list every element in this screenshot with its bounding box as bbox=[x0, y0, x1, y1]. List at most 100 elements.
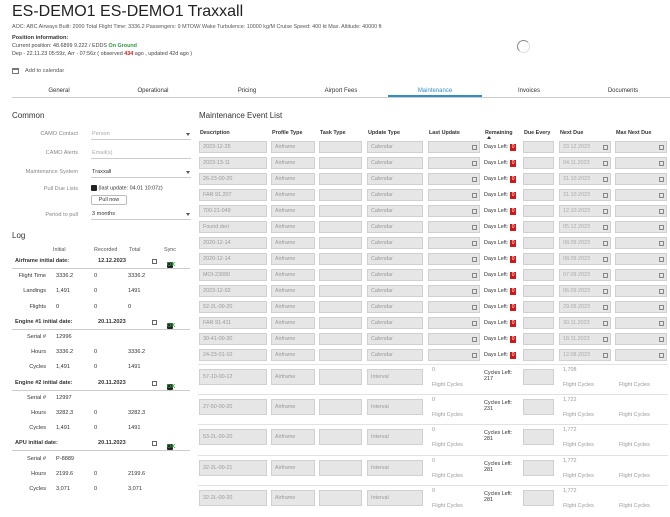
calendar-icon[interactable] bbox=[659, 321, 664, 326]
calendar-icon[interactable] bbox=[603, 257, 608, 262]
mel-last-update-input[interactable] bbox=[428, 237, 480, 249]
calendar-icon[interactable] bbox=[472, 257, 477, 262]
log-initial-value[interactable]: 3,071 bbox=[56, 486, 70, 492]
mel-col-due-every[interactable]: Due Every bbox=[524, 130, 551, 136]
mel-due-every[interactable] bbox=[523, 369, 554, 385]
calendar-icon[interactable] bbox=[603, 337, 608, 342]
mel-col-max-next-due[interactable]: Max Next Due bbox=[616, 130, 652, 136]
log-initial-value[interactable]: 12997 bbox=[56, 394, 72, 401]
mel-due-every[interactable] bbox=[523, 489, 554, 506]
mel-due-every[interactable] bbox=[523, 399, 554, 416]
mel-next-due-input[interactable]: 08.09.2023 bbox=[559, 237, 611, 249]
calendar-icon[interactable] bbox=[659, 257, 664, 262]
tab-invoices[interactable]: Invoices bbox=[517, 88, 540, 94]
log-section-date[interactable]: 20.11.2023 bbox=[98, 440, 126, 447]
calendar-icon[interactable] bbox=[603, 305, 608, 310]
common-field-input[interactable]: Email(s) bbox=[91, 148, 191, 159]
log-initial-value[interactable]: 12996 bbox=[56, 334, 72, 340]
calendar-icon[interactable] bbox=[472, 193, 477, 198]
mel-next-due-input[interactable]: 05.12.2023 bbox=[559, 221, 611, 233]
add-to-calendar-link[interactable]: Add to calendar bbox=[12, 68, 64, 74]
calendar-icon[interactable] bbox=[659, 193, 664, 198]
log-section-date[interactable]: 12.12.2023 bbox=[98, 258, 126, 264]
calendar-icon[interactable] bbox=[603, 289, 608, 294]
calendar-icon[interactable] bbox=[472, 177, 477, 182]
mel-last-update-input[interactable] bbox=[428, 269, 480, 281]
mel-max-next-due-input[interactable] bbox=[615, 317, 667, 329]
calendar-icon[interactable] bbox=[603, 321, 608, 326]
mel-next-due-input[interactable]: 31.10.2023 bbox=[559, 189, 611, 201]
mel-next-due-input[interactable]: 04.11.2023 bbox=[559, 157, 611, 169]
tab-documents[interactable]: Documents bbox=[607, 88, 639, 94]
mel-last-update-input[interactable] bbox=[428, 285, 480, 297]
calendar-icon[interactable] bbox=[472, 209, 477, 214]
mel-max-next-due-input[interactable] bbox=[615, 141, 667, 153]
calendar-icon[interactable] bbox=[659, 353, 664, 358]
calendar-icon[interactable] bbox=[152, 319, 157, 325]
mel-next-due-input[interactable]: 06.09.2023 bbox=[559, 285, 611, 297]
mel-max-next-due-input[interactable] bbox=[615, 253, 667, 265]
mel-max-next-due-input[interactable] bbox=[615, 157, 667, 169]
mel-max-next-due-input[interactable] bbox=[615, 349, 667, 361]
mel-last-update-input[interactable] bbox=[428, 333, 480, 345]
calendar-icon[interactable] bbox=[603, 161, 608, 166]
mel-max-next-due-input[interactable] bbox=[615, 189, 667, 201]
mel-col-update-type[interactable]: Update Type bbox=[368, 130, 400, 136]
calendar-icon[interactable] bbox=[472, 321, 477, 326]
calendar-icon[interactable] bbox=[659, 145, 664, 150]
calendar-icon[interactable] bbox=[659, 177, 664, 182]
log-initial-value[interactable]: 2199.6 bbox=[56, 470, 74, 477]
calendar-icon[interactable] bbox=[603, 145, 608, 150]
mel-last-update-input[interactable] bbox=[428, 173, 480, 185]
calendar-icon[interactable] bbox=[472, 145, 477, 150]
calendar-icon[interactable] bbox=[659, 161, 664, 166]
mel-next-due-input[interactable]: 12.10.2023 bbox=[559, 205, 611, 217]
mel-max-next-due-input[interactable] bbox=[615, 173, 667, 185]
pull-due-lists-checkbox[interactable]: (last update: 04.01 10:07z) bbox=[91, 185, 163, 191]
mel-last-update-value[interactable]: 0 bbox=[432, 427, 435, 434]
calendar-icon[interactable] bbox=[659, 273, 664, 278]
mel-col-last-update[interactable]: Last Update bbox=[429, 130, 460, 136]
mel-last-update-input[interactable] bbox=[428, 157, 480, 169]
calendar-icon[interactable] bbox=[152, 259, 157, 264]
mel-col-next-due[interactable]: Next Due bbox=[560, 130, 584, 136]
calendar-icon[interactable] bbox=[659, 241, 664, 246]
mel-max-next-due-input[interactable] bbox=[615, 333, 667, 345]
mel-col-description[interactable]: Description bbox=[200, 130, 230, 136]
mel-max-next-due-input[interactable] bbox=[615, 221, 667, 233]
calendar-icon[interactable] bbox=[603, 193, 608, 198]
mel-last-update-input[interactable] bbox=[428, 141, 480, 153]
calendar-icon[interactable] bbox=[603, 209, 608, 214]
mel-max-next-due-input[interactable] bbox=[615, 205, 667, 217]
mel-last-update-value[interactable]: 0 bbox=[432, 397, 435, 404]
log-initial-value[interactable]: 1,491 bbox=[56, 288, 70, 295]
mel-last-update-input[interactable] bbox=[428, 205, 480, 217]
log-initial-value[interactable]: P-8889 bbox=[56, 455, 75, 462]
mel-last-update-input[interactable] bbox=[428, 189, 480, 201]
calendar-icon[interactable] bbox=[659, 225, 664, 230]
log-initial-value[interactable]: 3336.2 bbox=[56, 349, 74, 356]
mel-last-update-value[interactable]: 0 bbox=[432, 457, 435, 464]
log-initial-value[interactable]: 3336.2 bbox=[56, 273, 74, 280]
mel-max-next-due-input[interactable] bbox=[615, 237, 667, 249]
calendar-icon[interactable] bbox=[152, 441, 157, 447]
mel-max-next-due-input[interactable] bbox=[615, 301, 667, 313]
mel-last-update-input[interactable] bbox=[428, 253, 480, 265]
calendar-icon[interactable] bbox=[472, 225, 477, 230]
mel-next-due-input[interactable]: 29.08.2023 bbox=[559, 301, 611, 313]
mel-next-due-input[interactable]: 12.08.2023 bbox=[559, 349, 611, 361]
mel-last-update-value[interactable]: 0 bbox=[432, 487, 435, 494]
mel-last-update-input[interactable] bbox=[428, 349, 480, 361]
tab-airport-fees[interactable]: Airport Fees bbox=[324, 88, 358, 94]
mel-max-next-due-input[interactable] bbox=[615, 285, 667, 297]
mel-due-every[interactable] bbox=[523, 429, 554, 446]
calendar-icon[interactable] bbox=[659, 305, 664, 310]
calendar-icon[interactable] bbox=[472, 337, 477, 342]
tab-operational[interactable]: Operational bbox=[137, 88, 169, 94]
mel-col-remaining[interactable]: Remaining bbox=[485, 130, 513, 136]
calendar-icon[interactable] bbox=[472, 161, 477, 166]
calendar-icon[interactable] bbox=[603, 353, 608, 358]
calendar-icon[interactable] bbox=[603, 241, 608, 246]
period-select[interactable]: 3 months bbox=[91, 209, 191, 220]
tab-maintenance[interactable]: Maintenance bbox=[388, 86, 482, 97]
